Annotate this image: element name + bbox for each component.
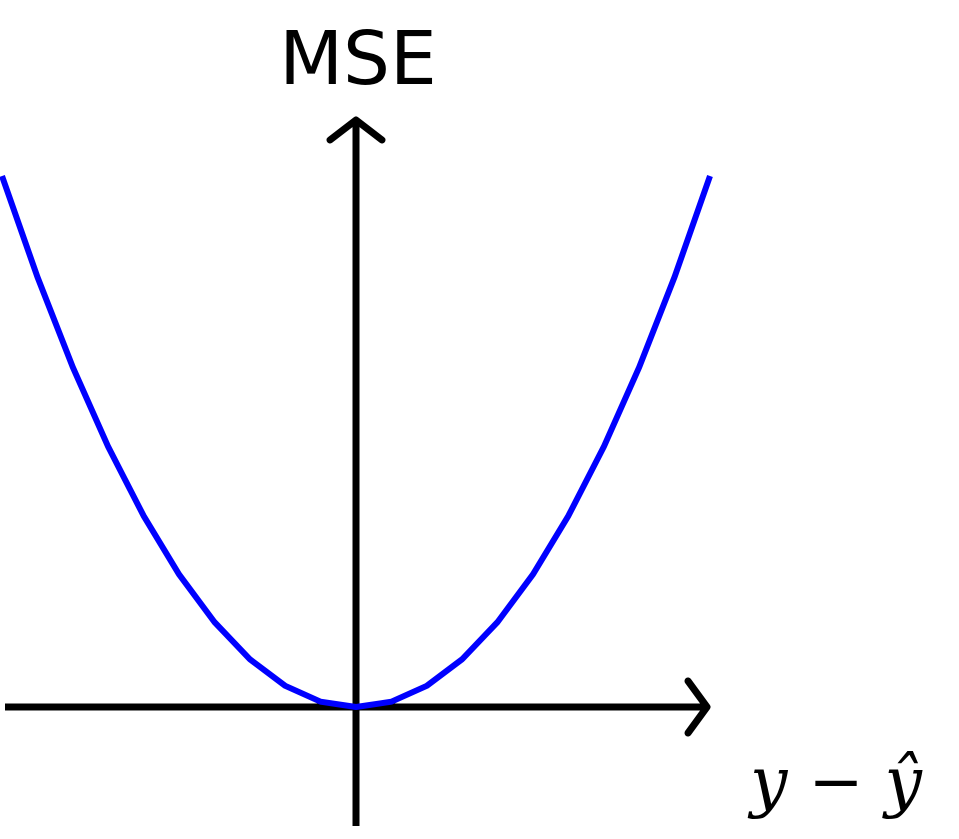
y-axis-label: MSE	[279, 16, 437, 102]
x-axis-arrow-icon	[684, 677, 711, 737]
series-layer	[0, 175, 713, 710]
axes	[5, 116, 711, 826]
series-line-0	[0, 175, 713, 710]
x-axis-label: y − ŷ	[747, 743, 923, 820]
y-axis-arrow-icon	[326, 116, 386, 144]
